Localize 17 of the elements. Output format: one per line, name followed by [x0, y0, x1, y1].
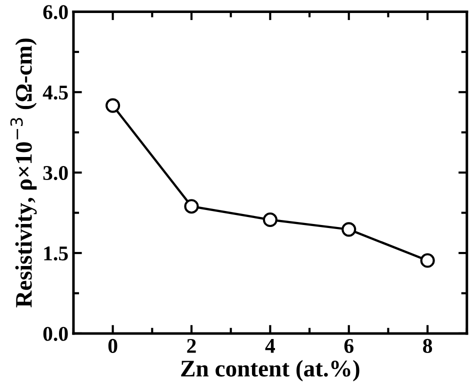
- x-tick-label: 8: [423, 338, 432, 353]
- y-tick-label: 1.5: [44, 246, 68, 261]
- y-tick-label: 3.0: [43, 166, 68, 180]
- point: [106, 98, 120, 113]
- x-tick-label: 6: [344, 338, 354, 353]
- y-tick-label: 0.0: [43, 326, 68, 341]
- point: [184, 199, 199, 214]
- x-tick-label: 0: [108, 338, 118, 353]
- x-tick-label: 2: [187, 338, 196, 353]
- point: [262, 212, 278, 228]
- x-tick-label: 4: [265, 339, 275, 353]
- x-axis-title: Zn content (at.%): [181, 360, 360, 382]
- point: [342, 222, 356, 237]
- y-tick-label: 6.0: [43, 5, 68, 20]
- y-axis-title: Resistivity, ρ×10$^{−3}$ (Ω-cm): [10, 38, 37, 308]
- point: [420, 253, 435, 268]
- y-tick-label: 4.5: [42, 86, 68, 100]
